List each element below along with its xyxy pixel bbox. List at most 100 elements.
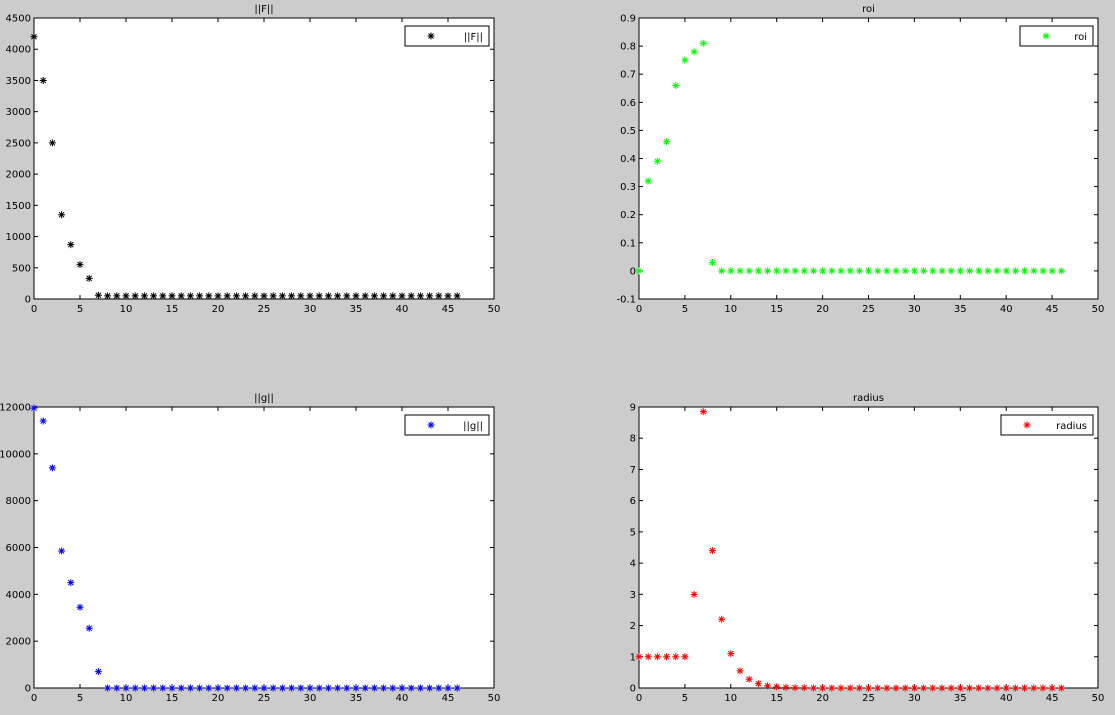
y-tick-label: 2000 (6, 170, 31, 181)
data-point (855, 684, 863, 692)
data-point (883, 684, 891, 692)
data-point (398, 684, 406, 692)
data-point (444, 292, 452, 300)
data-point (58, 211, 66, 219)
y-tick-label: 8 (630, 434, 636, 445)
data-point (828, 267, 836, 275)
data-point (131, 684, 139, 692)
data-point (113, 684, 121, 692)
data-point (324, 292, 332, 300)
legend-box (1019, 25, 1094, 47)
x-tick-label: 35 (350, 304, 363, 315)
x-tick-label: 30 (908, 304, 921, 315)
data-point (416, 684, 424, 692)
y-tick-label: 3 (630, 590, 636, 601)
data-point (370, 684, 378, 692)
data-point (1048, 684, 1056, 692)
data-point (727, 267, 735, 275)
data-point (681, 56, 689, 64)
data-point (232, 684, 240, 692)
data-point (251, 684, 259, 692)
data-point (186, 684, 194, 692)
data-point (644, 653, 652, 661)
data-point (791, 684, 799, 692)
data-point (361, 684, 369, 692)
x-tick-label: 5 (77, 693, 83, 704)
data-point (929, 684, 937, 692)
data-point (1021, 267, 1029, 275)
data-point (159, 684, 167, 692)
subplot-F-norm: ||F||0 5 10 15 20 25 30 35 40 45 50050010001500200… (6, 4, 501, 315)
data-point (380, 292, 388, 300)
legend: ||g|| (404, 414, 490, 436)
data-point (892, 684, 900, 692)
data-point (186, 292, 194, 300)
chart-title: roi (862, 4, 875, 15)
data-point (984, 684, 992, 692)
data-point (389, 684, 397, 692)
data-point (453, 292, 461, 300)
data-point (30, 404, 38, 412)
x-tick-label: 50 (1092, 304, 1105, 315)
y-tick-label: 5 (630, 527, 636, 538)
y-tick-label: 12000 (0, 403, 31, 414)
y-tick-label: 4000 (6, 590, 31, 601)
legend-label: ||F|| (464, 32, 483, 43)
data-point (306, 292, 314, 300)
data-point (168, 292, 176, 300)
data-point (113, 292, 121, 300)
data-point (782, 267, 790, 275)
data-point (94, 668, 102, 676)
plot-area (33, 406, 495, 689)
data-point (370, 292, 378, 300)
y-tick-label: 4500 (6, 14, 31, 25)
data-point (727, 650, 735, 658)
data-point (920, 684, 928, 692)
data-point (993, 684, 1001, 692)
data-point (644, 177, 652, 185)
data-point (1021, 684, 1029, 692)
data-point (956, 267, 964, 275)
y-tick-label: 0 (25, 684, 31, 695)
y-tick-label: 7 (630, 465, 636, 476)
data-point (343, 292, 351, 300)
x-tick-label: 20 (212, 304, 225, 315)
data-point (260, 292, 268, 300)
data-point (883, 267, 891, 275)
x-tick-label: 25 (862, 693, 875, 704)
data-point (1011, 684, 1019, 692)
x-tick-label: 5 (77, 304, 83, 315)
y-tick-label: 4 (630, 559, 636, 570)
data-point (407, 684, 415, 692)
data-point (855, 267, 863, 275)
data-point (1048, 267, 1056, 275)
data-point (837, 684, 845, 692)
data-point (48, 464, 56, 472)
data-point (754, 680, 762, 688)
x-tick-label: 0 (31, 693, 37, 704)
data-point (800, 267, 808, 275)
y-tick-label: 0.2 (620, 210, 636, 221)
y-tick-label: 2 (630, 621, 636, 632)
data-point (67, 579, 75, 587)
data-point (214, 684, 222, 692)
data-point (150, 292, 158, 300)
x-tick-label: 30 (908, 693, 921, 704)
data-point (993, 267, 1001, 275)
x-tick-label: 50 (1092, 693, 1105, 704)
data-point (874, 267, 882, 275)
x-tick-label: 25 (258, 304, 271, 315)
data-point (1011, 267, 1019, 275)
y-tick-label: 0.9 (620, 14, 636, 25)
y-tick-label: 4000 (6, 45, 31, 56)
legend-box (404, 25, 490, 47)
x-tick-label: 45 (1046, 304, 1059, 315)
y-tick-label: 0.6 (620, 98, 636, 109)
data-point (947, 684, 955, 692)
data-point (1030, 267, 1038, 275)
data-point (754, 267, 762, 275)
data-point (672, 81, 680, 89)
x-tick-label: 0 (31, 304, 37, 315)
